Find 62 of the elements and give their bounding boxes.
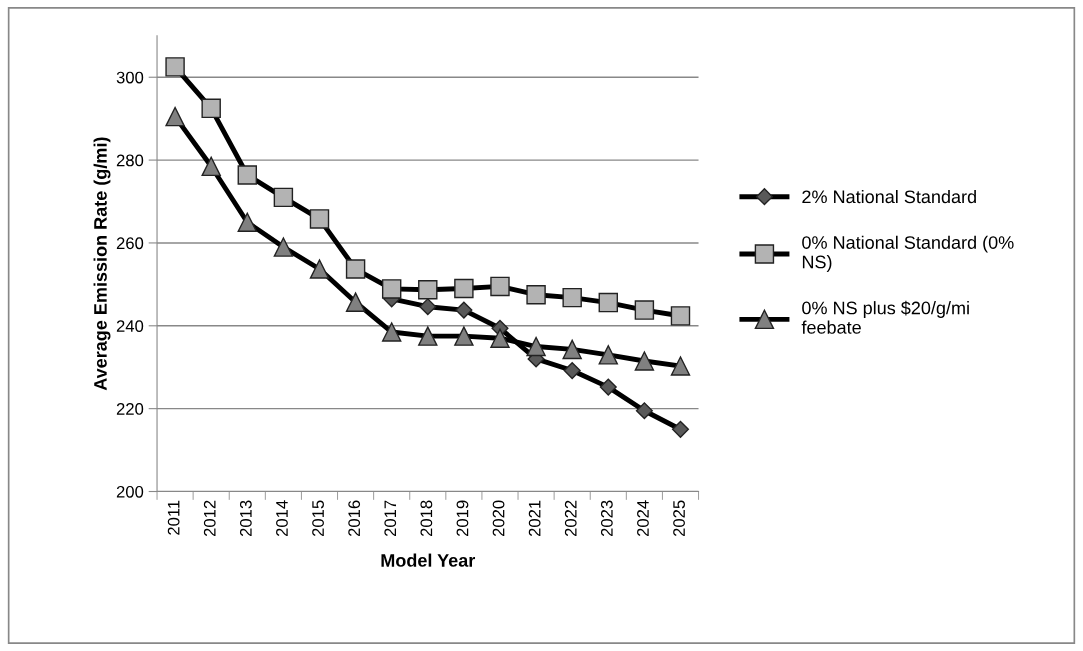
point: [345, 292, 366, 312]
point: [165, 57, 185, 77]
x-tick-label: 2013: [239, 500, 252, 537]
point: [201, 156, 221, 177]
point: [598, 292, 619, 313]
x-tick-label: 2021: [528, 500, 541, 537]
point: [562, 287, 582, 308]
point: [454, 326, 474, 346]
point: [381, 322, 402, 342]
y-tick-label: 240: [116, 320, 144, 332]
point: [634, 351, 655, 371]
x-tick-label: 2017: [384, 500, 397, 537]
x-tick-label: 2014: [276, 500, 288, 537]
y-tick-label: 200: [116, 485, 144, 498]
y-tick-label: 220: [116, 403, 144, 415]
x-axis-title: Model Year: [381, 553, 476, 567]
x-tick-label: 2022: [564, 500, 577, 537]
point: [635, 402, 653, 420]
point: [526, 336, 546, 357]
x-tick-label: 2015: [312, 500, 324, 537]
point: [526, 285, 546, 305]
point: [419, 298, 437, 316]
y-tick-label: 300: [116, 71, 144, 84]
point: [418, 280, 438, 300]
point: [381, 279, 402, 299]
legend-label: 0% NS plus $20/g/mi feebate: [801, 300, 969, 334]
point: [563, 361, 581, 380]
legend-label: 0% National Standard (0% NS): [802, 235, 1014, 272]
point: [490, 328, 510, 348]
x-tick-label: 2024: [637, 500, 649, 537]
point: [490, 276, 510, 297]
x-tick-label: 2019: [456, 500, 469, 537]
point: [455, 301, 473, 319]
point: [599, 378, 617, 396]
x-tick-label: 2023: [600, 500, 613, 537]
point: [670, 356, 691, 376]
y-tick-label: 280: [116, 154, 144, 167]
x-tick-label: 2011: [167, 500, 180, 535]
point: [165, 106, 185, 127]
legend-label: 2% National Standard: [802, 189, 976, 204]
point: [273, 187, 294, 208]
point: [237, 212, 258, 232]
point: [418, 326, 438, 346]
point: [309, 209, 330, 229]
y-axis-title: Average Emission Rate (g/mi): [93, 137, 111, 391]
point: [273, 237, 294, 257]
point: [345, 259, 366, 279]
point: [454, 278, 474, 299]
x-tick-label: 2016: [348, 500, 361, 537]
x-tick-label: 2020: [492, 500, 505, 537]
x-tick-label: 2018: [420, 500, 433, 537]
point: [201, 98, 221, 119]
point: [634, 300, 655, 320]
point: [671, 420, 690, 438]
point: [309, 259, 330, 279]
x-tick-label: 2012: [203, 500, 216, 537]
point: [237, 165, 258, 185]
point: [670, 306, 691, 326]
y-tick-label: 260: [116, 237, 144, 250]
x-tick-label: 2025: [673, 500, 685, 537]
point: [562, 339, 582, 360]
point: [598, 345, 619, 365]
